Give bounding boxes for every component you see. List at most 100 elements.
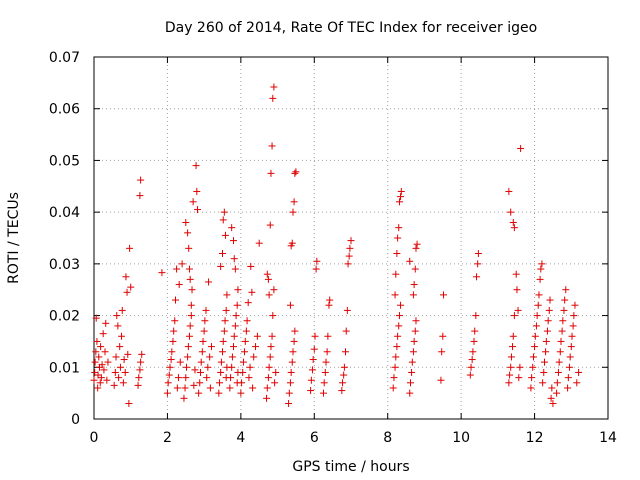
data-point xyxy=(222,306,230,314)
data-point xyxy=(171,317,179,325)
data-point xyxy=(320,379,328,387)
data-point xyxy=(239,368,247,376)
data-point xyxy=(245,374,253,382)
data-point xyxy=(325,301,333,309)
data-point xyxy=(244,299,252,307)
data-point xyxy=(265,291,273,299)
data-point xyxy=(97,374,105,382)
data-point xyxy=(310,345,318,353)
data-point xyxy=(264,374,272,382)
data-point xyxy=(230,332,238,340)
data-point xyxy=(242,327,250,335)
data-point xyxy=(546,296,554,304)
data-point xyxy=(95,353,103,361)
data-point xyxy=(238,379,246,387)
data-point xyxy=(326,296,334,304)
data-point xyxy=(471,327,479,335)
data-point xyxy=(531,343,539,351)
data-point xyxy=(220,208,228,216)
data-point xyxy=(542,337,550,345)
data-point xyxy=(505,379,513,387)
data-point xyxy=(570,312,578,320)
data-point xyxy=(248,288,256,296)
data-point xyxy=(233,301,241,309)
data-point xyxy=(115,374,123,382)
data-point xyxy=(232,312,240,320)
data-point xyxy=(198,348,206,356)
data-point xyxy=(309,356,317,364)
data-point xyxy=(173,265,181,273)
data-point xyxy=(185,265,193,273)
data-point xyxy=(389,384,397,392)
data-point xyxy=(269,94,277,102)
data-point xyxy=(565,363,573,371)
data-point xyxy=(561,296,569,304)
data-point xyxy=(338,387,346,395)
data-point xyxy=(227,374,235,382)
data-point xyxy=(126,244,134,252)
data-point xyxy=(196,379,204,387)
data-point xyxy=(319,389,327,397)
data-point xyxy=(467,363,475,371)
data-point xyxy=(474,260,482,268)
data-point xyxy=(135,374,143,382)
data-point xyxy=(575,368,583,376)
data-point xyxy=(230,237,238,245)
data-point xyxy=(540,368,548,376)
data-point xyxy=(111,368,119,376)
data-point xyxy=(549,399,557,407)
data-point xyxy=(226,384,234,392)
data-point xyxy=(228,363,236,371)
data-point xyxy=(183,363,191,371)
data-point xyxy=(555,358,563,366)
data-point xyxy=(178,260,186,268)
data-point xyxy=(391,291,399,299)
data-point xyxy=(116,343,124,351)
data-point xyxy=(532,322,540,330)
data-point xyxy=(287,368,295,376)
data-point xyxy=(167,356,175,364)
data-point xyxy=(397,193,405,201)
data-point xyxy=(92,348,100,356)
data-point xyxy=(93,337,101,345)
data-point xyxy=(291,169,299,177)
data-point xyxy=(408,368,416,376)
data-point xyxy=(394,332,402,340)
data-point xyxy=(411,327,419,335)
x-tick-label: 4 xyxy=(236,430,245,446)
y-tick-label: 0.06 xyxy=(49,102,80,118)
data-point xyxy=(246,363,254,371)
data-point xyxy=(121,368,129,376)
data-point xyxy=(190,381,198,389)
data-point xyxy=(534,301,542,309)
data-point xyxy=(193,187,201,195)
data-point xyxy=(268,142,276,150)
data-point xyxy=(548,384,556,392)
data-point xyxy=(535,291,543,299)
data-point xyxy=(176,358,184,366)
data-point xyxy=(339,379,347,387)
data-point xyxy=(344,260,352,268)
data-point xyxy=(197,358,205,366)
data-point xyxy=(136,192,144,200)
data-point xyxy=(263,394,271,402)
data-point xyxy=(393,343,401,351)
data-point xyxy=(538,260,546,268)
axis-ticks: 0 2 4 6 8 10 12 14 0 0.01 0.02 0.03 0.04 0.05 0.06 0.07 xyxy=(49,50,617,446)
data-point xyxy=(216,379,224,387)
data-point xyxy=(165,371,173,379)
data-point xyxy=(113,312,121,320)
data-point xyxy=(505,187,513,195)
data-point xyxy=(241,348,249,356)
data-point xyxy=(507,208,515,216)
data-point xyxy=(100,366,108,374)
data-point xyxy=(185,244,193,252)
data-point xyxy=(180,394,188,402)
data-point xyxy=(312,265,320,273)
data-point xyxy=(313,257,321,265)
data-point xyxy=(285,399,293,407)
data-point xyxy=(137,176,145,184)
data-point xyxy=(509,343,517,351)
data-point xyxy=(285,389,293,397)
data-point xyxy=(409,291,417,299)
